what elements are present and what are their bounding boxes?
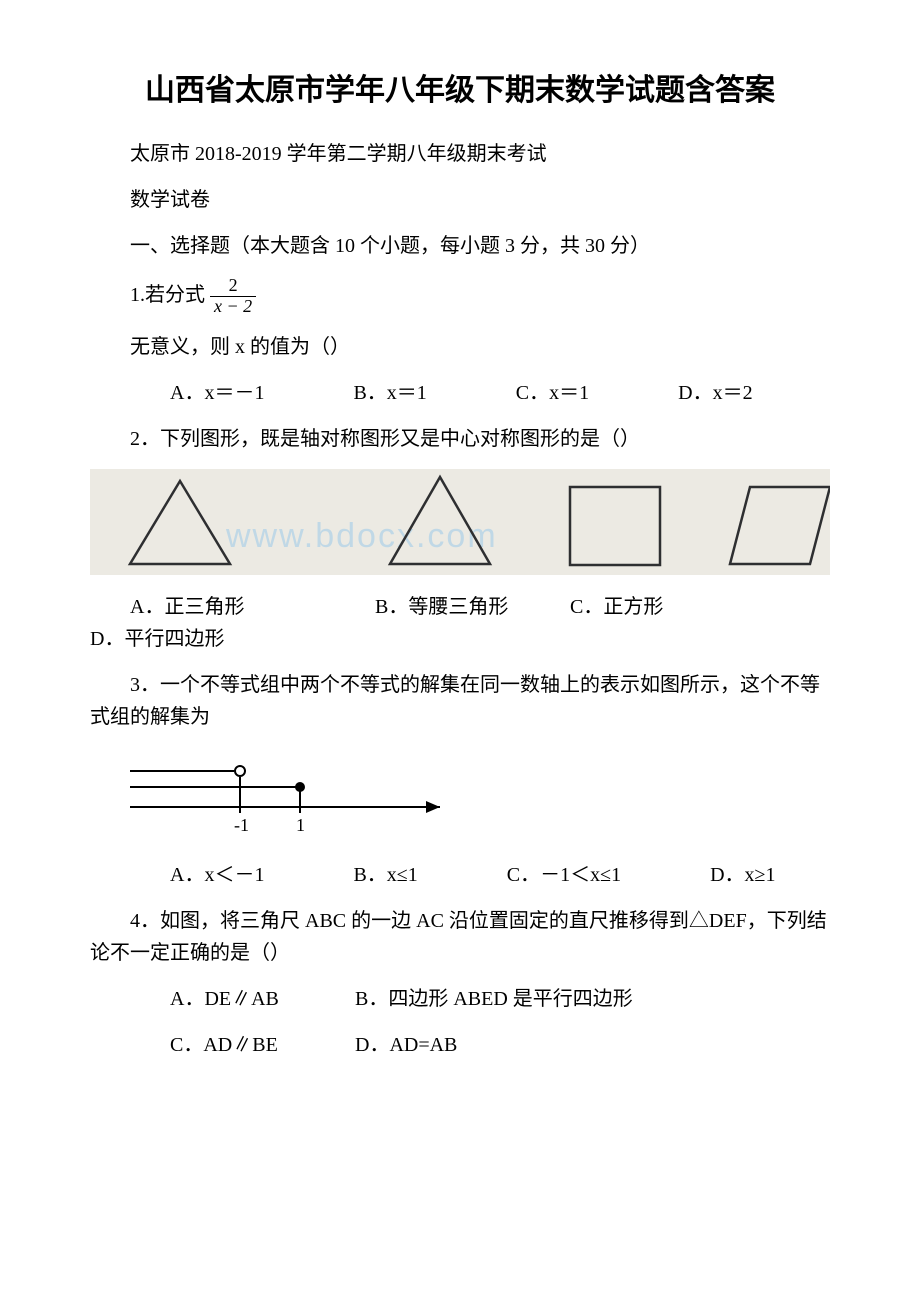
q2-opt-c: C．正方形 <box>570 591 663 623</box>
section-a-heading: 一、选择题（本大题含 10 个小题，每小题 3 分，共 30 分） <box>90 230 830 262</box>
q2-options: A．正三角形 B．等腰三角形 C．正方形 D．平行四边形 <box>90 591 830 655</box>
q3-opt-d: D．x≥1 <box>670 859 775 891</box>
q4-text: 4．如图，将三角尺 ABC 的一边 AC 沿位置固定的直尺推移得到△DEF，下列… <box>90 905 830 969</box>
q2-opt-d: D．平行四边形 <box>90 628 224 650</box>
q4-opt-d: D．AD=AB <box>315 1029 457 1061</box>
q1-opt-a: A．x＝－1 <box>130 377 264 409</box>
q1-line2: 无意义，则 x 的值为（） <box>90 331 830 363</box>
meta-school-term: 太原市 2018-2019 学年第二学期八年级期末考试 <box>90 138 830 170</box>
page-title: 山西省太原市学年八年级下期末数学试题含答案 <box>90 70 830 112</box>
q4-opt-c: C．AD∥BE <box>130 1029 310 1061</box>
q3-options: A．x＜－1 B．x≤1 C．－1＜x≤1 D．x≥1 <box>90 859 830 891</box>
q1-frac-num: 2 <box>210 276 256 297</box>
q1-fraction: 2 x − 2 <box>210 276 256 317</box>
q3-numberline-figure: -1 1 <box>130 747 460 847</box>
meta-subject: 数学试卷 <box>90 184 830 216</box>
q1-frac-den: x − 2 <box>210 297 256 317</box>
q3-text: 3．一个不等式组中两个不等式的解集在同一数轴上的表示如图所示，这个不等式组的解集… <box>90 669 830 733</box>
q2-shapes-figure: www.bdocx.com <box>90 469 830 575</box>
q4-options-row1: A．DE∥AB B．四边形 ABED 是平行四边形 <box>90 983 830 1015</box>
numberline-svg: -1 1 <box>130 747 460 847</box>
label-1: 1 <box>296 815 305 835</box>
q2-opt-a: A．正三角形 <box>90 591 370 623</box>
arrowhead-icon <box>426 801 440 813</box>
q2-shapes-svg <box>90 469 830 575</box>
q3-opt-c: C．－1＜x≤1 <box>467 859 621 891</box>
q1-prefix: 1.若分式 <box>130 284 205 306</box>
q2-opt-b: B．等腰三角形 <box>375 591 565 623</box>
parallelogram-icon <box>730 487 830 564</box>
label-neg1: -1 <box>234 815 249 835</box>
q4-opt-b: B．四边形 ABED 是平行四边形 <box>315 983 633 1015</box>
square-icon <box>570 487 660 565</box>
q1-options: A．x＝－1 B．x＝1 C．x＝1 D．x＝2 <box>90 377 830 409</box>
q3-opt-a: A．x＜－1 <box>130 859 264 891</box>
isoceles-triangle-icon <box>390 477 490 564</box>
q4-opt-a: A．DE∥AB <box>130 983 310 1015</box>
q3-opt-b: B．x≤1 <box>313 859 417 891</box>
q2-text: 2．下列图形，既是轴对称图形又是中心对称图形的是（） <box>90 423 830 455</box>
open-dot-icon <box>235 766 245 776</box>
q4-options-row2: C．AD∥BE D．AD=AB <box>90 1029 830 1061</box>
q1-opt-d: D．x＝2 <box>638 377 752 409</box>
q1-opt-b: B．x＝1 <box>313 377 426 409</box>
q1-opt-c: C．x＝1 <box>476 377 589 409</box>
equilateral-triangle-icon <box>130 481 230 564</box>
q1-line1: 1.若分式 2 x − 2 <box>90 276 830 317</box>
